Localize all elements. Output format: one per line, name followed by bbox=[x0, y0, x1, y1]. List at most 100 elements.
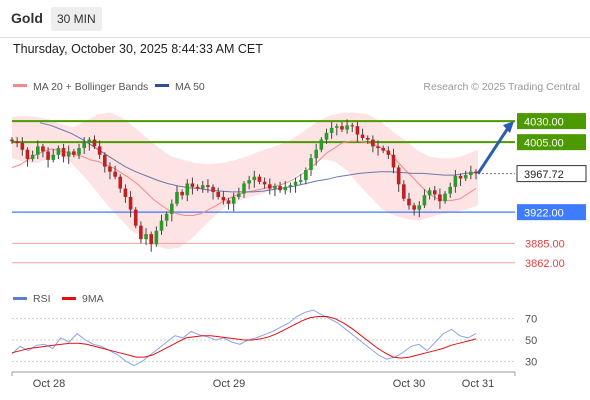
candle-body bbox=[226, 200, 231, 204]
candle-body bbox=[211, 186, 215, 192]
timeframe-badge[interactable]: 30 MIN bbox=[51, 7, 102, 31]
current-price-label: 3967.72 bbox=[524, 169, 564, 181]
ma9-legend-label: 9MA bbox=[82, 293, 104, 305]
candle-body bbox=[417, 205, 422, 210]
candle-body bbox=[56, 148, 61, 155]
candle-body bbox=[87, 139, 92, 144]
candle-body bbox=[35, 146, 40, 155]
header: Gold 30 MIN bbox=[0, 0, 590, 37]
candle-body bbox=[15, 141, 19, 144]
rsi-tick-label: 70 bbox=[525, 314, 537, 326]
x-axis: Oct 28 Oct 29 Oct 30 Oct 31 bbox=[11, 371, 516, 390]
candle-body bbox=[474, 171, 478, 174]
candle-body bbox=[103, 154, 107, 167]
copyright-credit: Research © 2025 Trading Central bbox=[423, 81, 580, 93]
candle-body bbox=[463, 175, 468, 179]
candle-body bbox=[304, 169, 308, 181]
candle-body bbox=[139, 225, 143, 240]
candle-body bbox=[170, 203, 174, 214]
candle-body bbox=[128, 196, 133, 210]
candle-body bbox=[257, 176, 262, 182]
candle-body bbox=[422, 195, 427, 206]
candle-body bbox=[443, 193, 447, 202]
candle-body bbox=[216, 191, 221, 197]
candle-body bbox=[432, 190, 437, 195]
candle-body bbox=[365, 137, 370, 140]
candle-body bbox=[288, 185, 293, 187]
forecast-arrow-head bbox=[503, 121, 514, 134]
candle-body bbox=[200, 185, 205, 189]
candle-body bbox=[402, 184, 406, 199]
candle-body bbox=[231, 196, 236, 204]
candle-body bbox=[386, 150, 391, 155]
candle-body bbox=[391, 154, 396, 168]
rsi-line bbox=[11, 309, 477, 367]
candle-body bbox=[237, 193, 241, 197]
candle-body bbox=[20, 143, 25, 150]
pivot-label: 3922.00 bbox=[524, 208, 564, 220]
ma50-legend-label: MA 50 bbox=[175, 81, 205, 93]
candle-body bbox=[175, 191, 179, 204]
candle-body bbox=[77, 148, 81, 155]
candle-body bbox=[252, 176, 257, 181]
current-price-tag bbox=[516, 165, 587, 183]
candle-body bbox=[51, 154, 56, 160]
candle-body bbox=[407, 198, 411, 206]
resistance-label: 4005.00 bbox=[524, 138, 564, 150]
candle-body bbox=[180, 191, 184, 196]
resistance-tag bbox=[517, 134, 586, 151]
ma20-legend-swatch bbox=[13, 84, 27, 87]
candle-body bbox=[345, 125, 349, 130]
header-divider bbox=[0, 37, 590, 38]
candle-body bbox=[453, 175, 458, 187]
rsi-legend-label: RSI bbox=[33, 293, 51, 305]
candle-body bbox=[159, 220, 164, 231]
candle-body bbox=[108, 166, 112, 172]
candle-body bbox=[340, 126, 344, 130]
candle-body bbox=[350, 125, 355, 127]
candle-body bbox=[319, 139, 324, 150]
candle-body bbox=[206, 185, 210, 187]
x-tick-label: Oct 28 bbox=[33, 378, 65, 390]
candle-body bbox=[309, 158, 313, 170]
rsi-tick-label: 50 bbox=[525, 335, 537, 347]
candle-body bbox=[335, 126, 339, 128]
forecast-arrow-shaft bbox=[476, 127, 510, 175]
support-label: 3862.00 bbox=[525, 258, 565, 270]
candle-body bbox=[355, 126, 360, 135]
ma50-line bbox=[39, 122, 477, 193]
candle-body bbox=[371, 139, 375, 147]
candle-body bbox=[82, 143, 86, 149]
candle-body bbox=[30, 154, 35, 160]
candle-body bbox=[66, 151, 71, 157]
candle-body bbox=[412, 205, 416, 210]
candle-body bbox=[329, 127, 334, 133]
candle-body bbox=[283, 186, 288, 191]
candle-body bbox=[123, 188, 128, 197]
candle-body bbox=[25, 149, 30, 160]
x-tick-label: Oct 31 bbox=[462, 378, 494, 390]
instrument-title: Gold bbox=[11, 10, 43, 26]
rsi-legend-swatch bbox=[13, 297, 27, 300]
ma9-legend-swatch bbox=[62, 297, 76, 300]
candle-body bbox=[278, 186, 282, 191]
candlesticks bbox=[10, 119, 514, 252]
candle-body bbox=[360, 134, 365, 138]
candle-body bbox=[118, 176, 123, 189]
candle-body bbox=[324, 132, 329, 140]
candle-body bbox=[376, 146, 380, 149]
candle-body bbox=[92, 139, 97, 147]
rsi-panel: 70 50 30 bbox=[11, 309, 537, 368]
candle-body bbox=[61, 148, 66, 157]
candle-body bbox=[293, 181, 298, 186]
timestamp: Thursday, October 30, 2025 8:44:33 AM CE… bbox=[13, 42, 263, 56]
resistance-label: 4030.00 bbox=[524, 117, 564, 129]
candle-body bbox=[427, 190, 432, 196]
candle-body bbox=[273, 186, 277, 189]
candle-body bbox=[247, 180, 251, 184]
price-levels: 4030.00 4005.00 3967.72 3922.00 3885.00 3862.… bbox=[12, 113, 587, 270]
resistance-tag bbox=[517, 113, 586, 130]
candle-body bbox=[469, 171, 473, 176]
candle-body bbox=[10, 139, 14, 142]
